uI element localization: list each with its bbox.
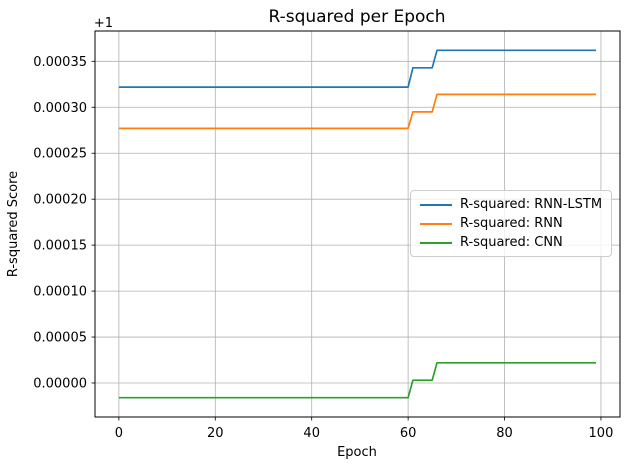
legend-entry: R-squared: RNN-LSTM xyxy=(420,195,603,214)
legend-label: R-squared: RNN-LSTM xyxy=(460,197,603,212)
legend-entry: R-squared: RNN xyxy=(420,214,603,233)
x-tick-label: 40 xyxy=(303,426,320,441)
y-tick-label: 0.00000 xyxy=(33,376,87,391)
x-tick-label: 20 xyxy=(207,426,224,441)
y-tick-label: 0.00025 xyxy=(33,147,87,162)
x-tick-label: 80 xyxy=(496,426,513,441)
legend-label: R-squared: CNN xyxy=(460,235,563,250)
legend-entry: R-squared: CNN xyxy=(420,233,603,252)
series-layer xyxy=(118,49,597,399)
tick-layer: 0 20 40 60 80 100 0.00000 0.00005 0.00010 0.00015… xyxy=(33,55,613,441)
legend-label: R-squared: RNN xyxy=(460,216,563,231)
x-tick-label: 100 xyxy=(589,426,614,441)
legend-line-sample xyxy=(420,222,452,225)
y-tick-label: 0.00035 xyxy=(33,55,87,70)
series-line-rnn-lstm xyxy=(118,49,597,88)
x-tick-label: 0 xyxy=(115,426,123,441)
legend-line-sample xyxy=(420,203,452,206)
y-tick-label: 0.00015 xyxy=(33,239,87,254)
axes-frame xyxy=(94,30,621,418)
series-line-cnn xyxy=(118,361,597,399)
y-tick-label: 0.00020 xyxy=(33,193,87,208)
y-tick-label: 0.00010 xyxy=(33,285,87,300)
chart-title: R-squared per Epoch xyxy=(268,7,445,27)
legend-line-sample xyxy=(420,241,452,244)
y-tick-label: 0.00030 xyxy=(33,101,87,116)
series-line-rnn xyxy=(118,93,597,130)
x-tick-label: 60 xyxy=(400,426,417,441)
legend: R-squared: RNN-LSTM R-squared: RNN R-squar… xyxy=(410,190,612,257)
axes-spines xyxy=(94,30,621,418)
y-tick-label: 0.00005 xyxy=(33,331,87,346)
y-axis-offset-label: +1 xyxy=(94,16,113,31)
x-axis-label: Epoch xyxy=(337,445,377,460)
y-axis-label: R-squared Score xyxy=(6,171,21,277)
